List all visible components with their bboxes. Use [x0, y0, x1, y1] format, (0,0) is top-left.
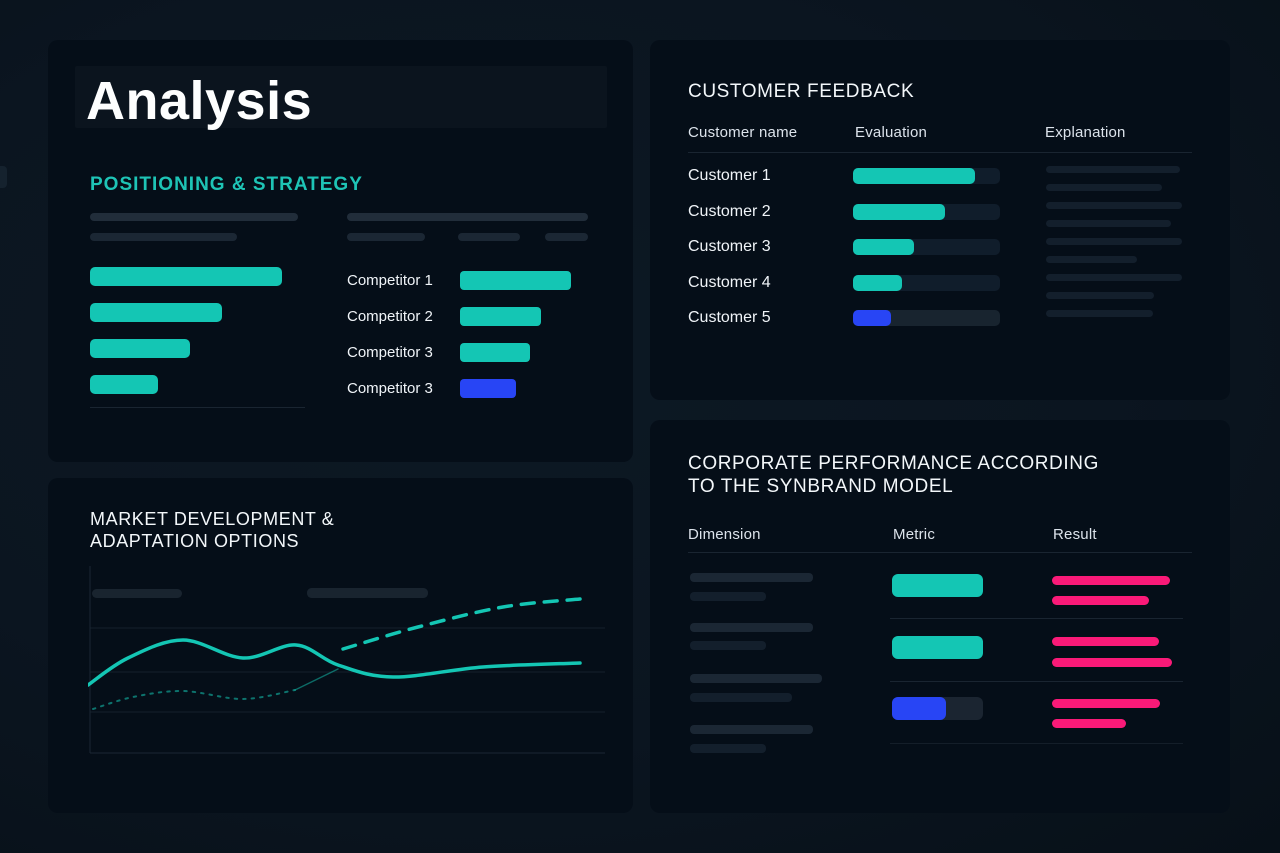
placeholder-line: [545, 233, 588, 241]
corporate-col-metric: Metric: [893, 526, 936, 543]
feedback-row-label: Customer 4: [688, 273, 771, 291]
competitor-bar: [460, 271, 571, 290]
placeholder-line: [690, 674, 822, 683]
placeholder-line: [90, 233, 237, 241]
feedback-rows: Customer 1 Customer 2 Customer 3 Customer 4…: [650, 40, 1230, 400]
evaluation-fill: [853, 203, 945, 220]
placeholder-line: [347, 213, 588, 221]
placeholder-line: [690, 641, 766, 650]
metric-badge: [892, 697, 946, 720]
corporate-row-divider: [890, 743, 1183, 744]
corporate-col-result: Result: [1053, 526, 1097, 543]
explanation-line: [1046, 274, 1182, 281]
explanation-line: [1046, 310, 1153, 317]
placeholder-line: [690, 592, 766, 601]
feedback-col-evaluation: Evaluation: [855, 124, 928, 141]
chart-legend-placeholder: [92, 589, 182, 598]
result-line: [1052, 596, 1149, 605]
competitor-chart-placeholders: [347, 205, 588, 255]
explanation-line: [1046, 292, 1154, 299]
explanation-placeholder-lines: [1046, 166, 1186, 336]
placeholder-line: [90, 267, 282, 286]
competitor-label: Competitor 3: [347, 344, 433, 361]
explanation-line: [1046, 220, 1171, 227]
feedback-row-label: Customer 1: [688, 167, 771, 184]
competitor-label: Competitor 2: [347, 308, 433, 325]
competitor-label: Competitor 1: [347, 272, 433, 289]
corporate-row-divider: [890, 681, 1183, 682]
market-panel-title: MARKET DEVELOPMENT & ADAPTATION OPTIONS: [90, 508, 334, 552]
market-baseline-dotted-line: [92, 689, 296, 710]
explanation-line: [1046, 256, 1137, 263]
screen-edge-notch: [0, 166, 7, 188]
corporate-col-dimension: Dimension: [688, 526, 761, 543]
result-line: [1052, 637, 1159, 646]
feedback-col-customer-name: Customer name: [688, 124, 798, 141]
placeholder-line: [90, 407, 305, 408]
evaluation-fill: [853, 168, 975, 184]
result-line: [1052, 719, 1126, 728]
feedback-col-explanation: Explanation: [1045, 124, 1126, 141]
customer-feedback-panel: CUSTOMER FEEDBACK Customer name Evaluati…: [650, 40, 1230, 400]
corporate-title-line1: CORPORATE PERFORMANCE ACCORDING: [688, 453, 1099, 474]
evaluation-fill: [853, 310, 891, 326]
placeholder-line: [458, 233, 520, 241]
explanation-line: [1046, 202, 1182, 209]
market-line-chart: [88, 566, 608, 756]
dimension-placeholder-lines: [690, 573, 830, 758]
market-actual-line: [88, 638, 582, 687]
competitor-bar-chart: Competitor 1 Competitor 2 Competitor 3 Comp…: [347, 205, 588, 433]
chart-legend-placeholder: [307, 588, 428, 598]
explanation-line: [1046, 238, 1182, 245]
positioning-bar-chart: [90, 205, 305, 415]
placeholder-line: [347, 233, 425, 241]
corporate-performance-panel: CORPORATE PERFORMANCE ACCORDING TO THE S…: [650, 420, 1230, 813]
placeholder-line: [90, 213, 298, 221]
result-line: [1052, 658, 1172, 667]
metric-badge: [892, 574, 983, 597]
competitor-label: Competitor 3: [347, 380, 433, 397]
feedback-row-label: Customer 3: [688, 238, 771, 255]
competitor-bar: [460, 307, 541, 326]
placeholder-line: [690, 693, 792, 702]
feedback-row-label: Customer 2: [688, 202, 771, 220]
explanation-line: [1046, 166, 1180, 173]
market-forecast-dashed-line: [341, 597, 582, 651]
placeholder-line: [690, 744, 766, 753]
market-title-line1: MARKET DEVELOPMENT &: [90, 509, 335, 529]
positioning-section-title: POSITIONING & STRATEGY: [90, 174, 363, 195]
placeholder-line: [90, 339, 190, 358]
competitor-bar: [460, 343, 530, 362]
feedback-panel-title: CUSTOMER FEEDBACK: [688, 81, 915, 102]
placeholder-line: [690, 725, 813, 734]
analysis-panel: Analysis POSITIONING & STRATEGY Competit…: [48, 40, 633, 462]
metric-badge: [892, 636, 983, 659]
page-title: Analysis: [86, 71, 313, 131]
feedback-row-label: Customer 5: [688, 309, 771, 326]
market-title-line2: ADAPTATION OPTIONS: [90, 531, 300, 551]
placeholder-line: [690, 623, 813, 632]
market-chart-svg: [88, 566, 605, 754]
placeholder-line: [90, 303, 222, 322]
result-line: [1052, 576, 1170, 585]
placeholder-line: [690, 573, 813, 582]
placeholder-line: [90, 375, 158, 394]
result-line: [1052, 699, 1160, 708]
market-connector-thin-line: [294, 668, 339, 691]
evaluation-fill: [853, 239, 914, 255]
evaluation-fill: [853, 274, 902, 291]
competitor-bar: [460, 379, 516, 398]
corporate-panel-title: CORPORATE PERFORMANCE ACCORDING TO THE S…: [688, 452, 1099, 498]
market-development-panel: MARKET DEVELOPMENT & ADAPTATION OPTIONS: [48, 478, 633, 813]
corporate-title-line2: TO THE SYNBRAND MODEL: [688, 476, 954, 497]
corporate-row-divider: [890, 618, 1183, 619]
competitor-rows: Competitor 1 Competitor 2 Competitor 3 Comp…: [347, 205, 588, 433]
corporate-table-body: [650, 420, 1230, 813]
feedback-header-divider: [688, 152, 1192, 153]
explanation-line: [1046, 184, 1162, 191]
corporate-header-divider: [688, 552, 1192, 553]
